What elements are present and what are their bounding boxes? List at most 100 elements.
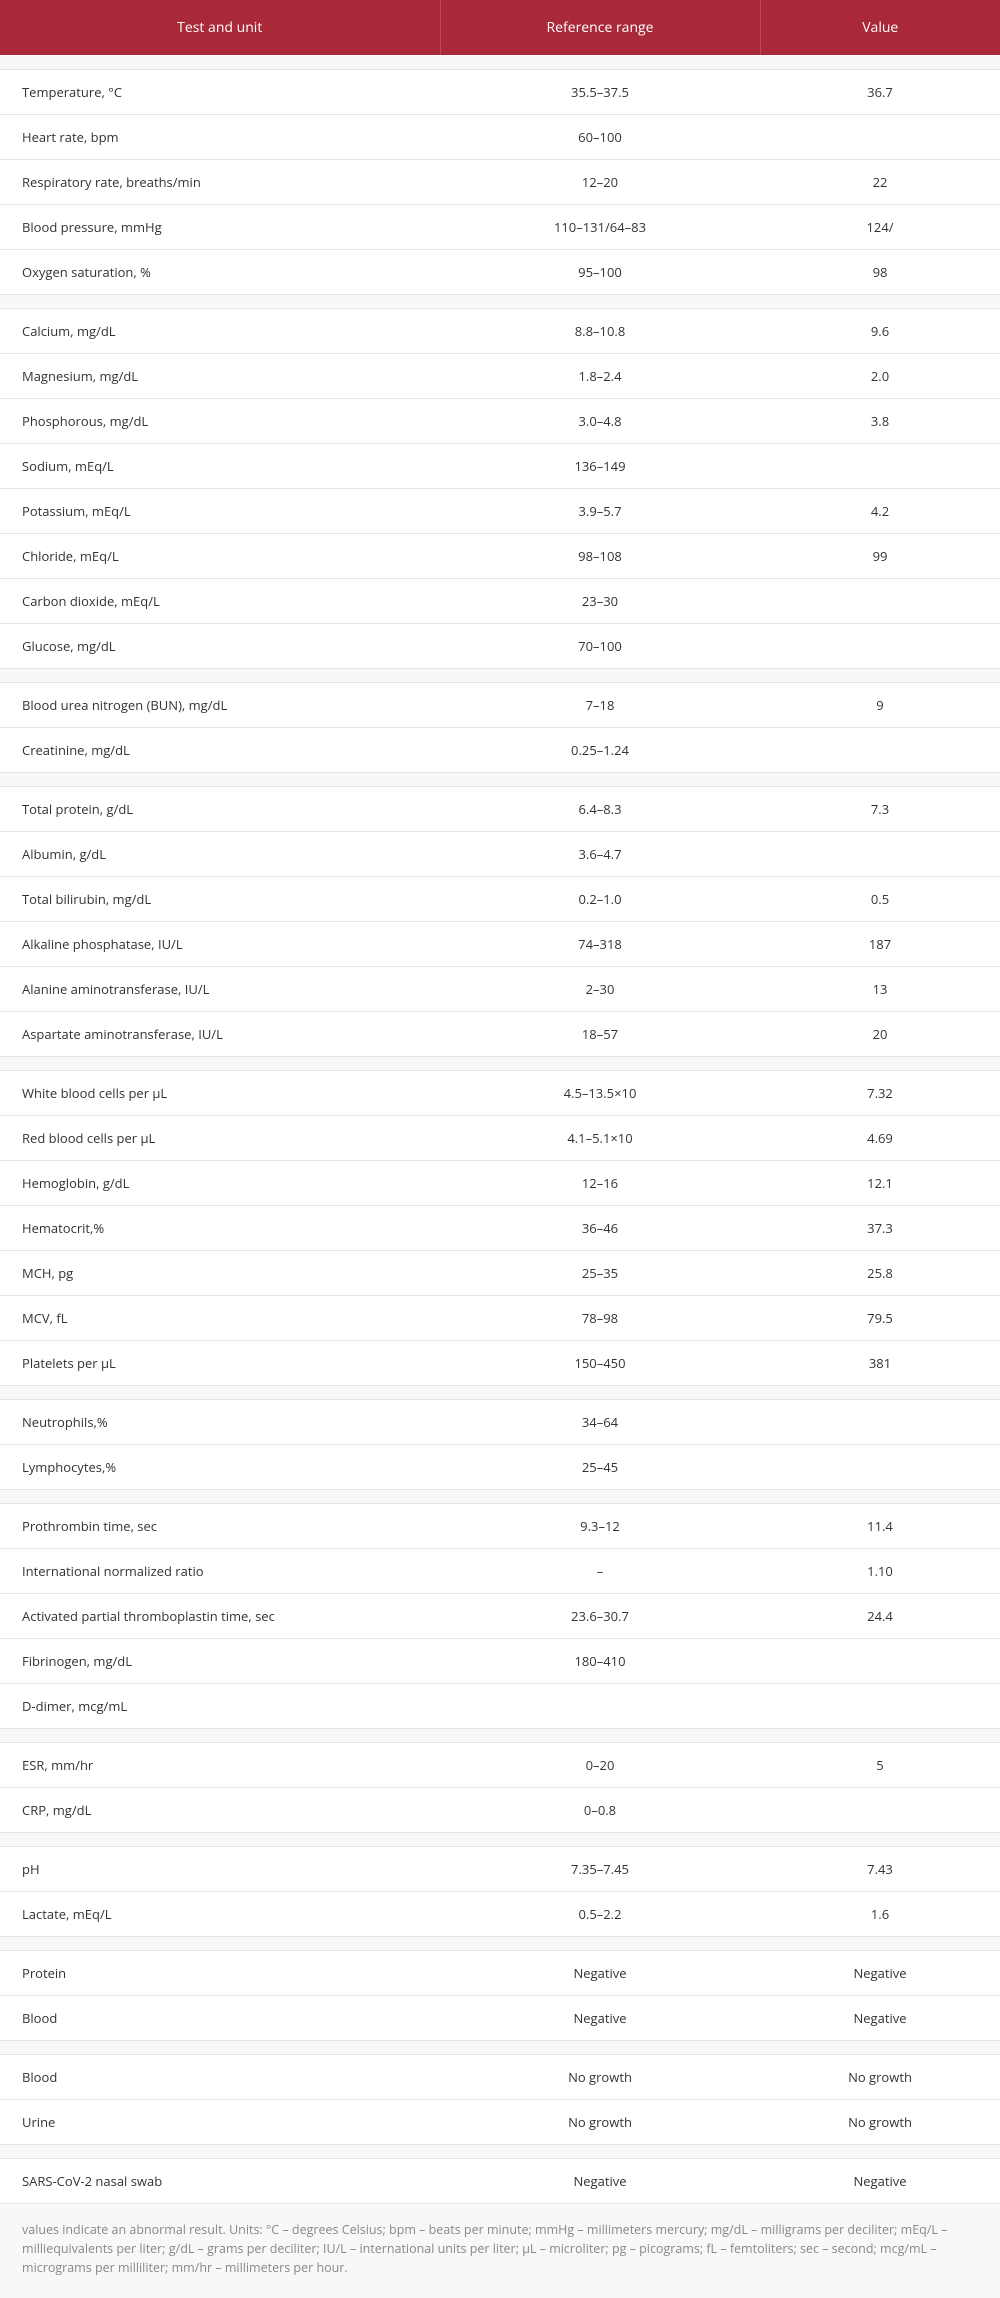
- cell-test: Alkaline phosphatase, IU/L: [0, 921, 440, 966]
- cell-reference-range: 23.6–30.7: [440, 1593, 760, 1638]
- cell-value: 0.5: [760, 876, 1000, 921]
- table-body: Temperature, °C35.5–37.536.7Heart rate, …: [0, 55, 1000, 2203]
- cell-test: MCH, pg: [0, 1250, 440, 1295]
- table-row: White blood cells per µL4.5–13.5×107.32: [0, 1070, 1000, 1115]
- cell-reference-range: 95–100: [440, 249, 760, 294]
- table-row: ProteinNegativeNegative: [0, 1950, 1000, 1995]
- cell-reference-range: 2–30: [440, 966, 760, 1011]
- table-row: Potassium, mEq/L3.9–5.74.2: [0, 488, 1000, 533]
- section-spacer: [0, 1056, 1000, 1070]
- cell-reference-range: No growth: [440, 2054, 760, 2099]
- cell-value: Negative: [760, 2158, 1000, 2203]
- cell-test: Oxygen saturation, %: [0, 249, 440, 294]
- table-row: Platelets per µL150–450381: [0, 1340, 1000, 1385]
- table-row: Phosphorous, mg/dL3.0–4.83.8: [0, 398, 1000, 443]
- table-row: MCV, fL78–9879.5: [0, 1295, 1000, 1340]
- cell-value: 20: [760, 1011, 1000, 1056]
- cell-value: 4.2: [760, 488, 1000, 533]
- cell-reference-range: 60–100: [440, 114, 760, 159]
- cell-test: Carbon dioxide, mEq/L: [0, 578, 440, 623]
- cell-test: Aspartate aminotransferase, IU/L: [0, 1011, 440, 1056]
- table-row: Oxygen saturation, %95–10098: [0, 249, 1000, 294]
- cell-value: 9.6: [760, 308, 1000, 353]
- cell-reference-range: 6.4–8.3: [440, 786, 760, 831]
- cell-reference-range: 3.6–4.7: [440, 831, 760, 876]
- cell-reference-range: Negative: [440, 1950, 760, 1995]
- cell-reference-range: Negative: [440, 1995, 760, 2040]
- cell-reference-range: 36–46: [440, 1205, 760, 1250]
- table-row: Sodium, mEq/L136–149: [0, 443, 1000, 488]
- cell-reference-range: 35.5–37.5: [440, 69, 760, 114]
- cell-reference-range: 180–410: [440, 1638, 760, 1683]
- cell-reference-range: 25–35: [440, 1250, 760, 1295]
- cell-value: 3.8: [760, 398, 1000, 443]
- cell-test: Hematocrit,%: [0, 1205, 440, 1250]
- table-row: Hematocrit,%36–4637.3: [0, 1205, 1000, 1250]
- cell-value: 187: [760, 921, 1000, 966]
- cell-test: Blood: [0, 1995, 440, 2040]
- cell-value: [760, 831, 1000, 876]
- cell-test: Protein: [0, 1950, 440, 1995]
- table-row: Fibrinogen, mg/dL180–410: [0, 1638, 1000, 1683]
- cell-value: 24.4: [760, 1593, 1000, 1638]
- cell-test: Total protein, g/dL: [0, 786, 440, 831]
- cell-reference-range: 150–450: [440, 1340, 760, 1385]
- col-header-ref: Reference range: [440, 0, 760, 55]
- cell-reference-range: 23–30: [440, 578, 760, 623]
- cell-reference-range: 8.8–10.8: [440, 308, 760, 353]
- cell-test: White blood cells per µL: [0, 1070, 440, 1115]
- section-spacer: [0, 1385, 1000, 1399]
- cell-value: [760, 1399, 1000, 1444]
- cell-reference-range: 12–20: [440, 159, 760, 204]
- cell-value: No growth: [760, 2099, 1000, 2144]
- cell-test: Blood: [0, 2054, 440, 2099]
- cell-test: Potassium, mEq/L: [0, 488, 440, 533]
- cell-value: 7.43: [760, 1846, 1000, 1891]
- cell-test: CRP, mg/dL: [0, 1787, 440, 1832]
- cell-test: Total bilirubin, mg/dL: [0, 876, 440, 921]
- cell-test: Blood pressure, mmHg: [0, 204, 440, 249]
- cell-reference-range: 1.8–2.4: [440, 353, 760, 398]
- section-spacer: [0, 1728, 1000, 1742]
- table-row: Aspartate aminotransferase, IU/L18–5720: [0, 1011, 1000, 1056]
- col-header-test: Test and unit: [0, 0, 440, 55]
- table-row: Glucose, mg/dL70–100: [0, 623, 1000, 668]
- section-spacer: [0, 1489, 1000, 1503]
- lab-results-table: Test and unit Reference range Value Temp…: [0, 0, 1000, 2298]
- cell-reference-range: 78–98: [440, 1295, 760, 1340]
- cell-value: [760, 1638, 1000, 1683]
- section-spacer: [0, 294, 1000, 308]
- cell-value: 7.32: [760, 1070, 1000, 1115]
- cell-value: 7.3: [760, 786, 1000, 831]
- cell-value: Negative: [760, 1950, 1000, 1995]
- cell-value: Negative: [760, 1995, 1000, 2040]
- table-row: Creatinine, mg/dL0.25–1.24: [0, 727, 1000, 772]
- table-row: Prothrombin time, sec9.3–1211.4: [0, 1503, 1000, 1548]
- table-row: UrineNo growthNo growth: [0, 2099, 1000, 2144]
- cell-test: Fibrinogen, mg/dL: [0, 1638, 440, 1683]
- cell-value: [760, 1444, 1000, 1489]
- cell-test: Prothrombin time, sec: [0, 1503, 440, 1548]
- cell-reference-range: 110–131/64–83: [440, 204, 760, 249]
- cell-reference-range: 7–18: [440, 682, 760, 727]
- table-row: Blood urea nitrogen (BUN), mg/dL7–189: [0, 682, 1000, 727]
- cell-test: Magnesium, mg/dL: [0, 353, 440, 398]
- cell-value: 79.5: [760, 1295, 1000, 1340]
- cell-value: 98: [760, 249, 1000, 294]
- cell-value: [760, 727, 1000, 772]
- cell-test: Lymphocytes,%: [0, 1444, 440, 1489]
- cell-value: [760, 114, 1000, 159]
- cell-value: 37.3: [760, 1205, 1000, 1250]
- cell-test: D-dimer, mcg/mL: [0, 1683, 440, 1728]
- section-spacer: [0, 1936, 1000, 1950]
- cell-test: Alanine aminotransferase, IU/L: [0, 966, 440, 1011]
- cell-test: Urine: [0, 2099, 440, 2144]
- table-row: Chloride, mEq/L98–10899: [0, 533, 1000, 578]
- section-spacer: [0, 1832, 1000, 1846]
- cell-test: Temperature, °C: [0, 69, 440, 114]
- cell-reference-range: 34–64: [440, 1399, 760, 1444]
- cell-reference-range: [440, 1683, 760, 1728]
- cell-test: Lactate, mEq/L: [0, 1891, 440, 1936]
- cell-reference-range: 70–100: [440, 623, 760, 668]
- table-row: Alanine aminotransferase, IU/L2–3013: [0, 966, 1000, 1011]
